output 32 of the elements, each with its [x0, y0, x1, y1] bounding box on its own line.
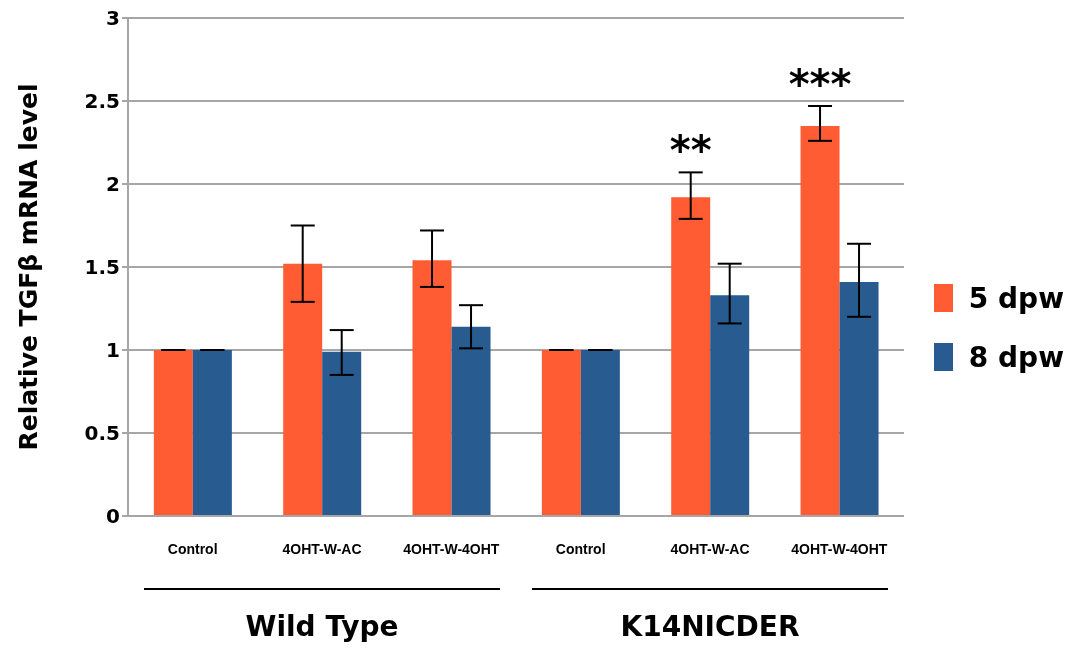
x-tick-label: Control: [167, 541, 218, 557]
x-tick-label: 4OHT-W-4OHT: [791, 541, 888, 557]
text: K14NICDER: [619, 610, 801, 643]
y-tick-label: 0: [106, 504, 120, 529]
y-tick-label: 3: [106, 6, 120, 31]
y-tick-label: 2: [106, 172, 120, 197]
x-tick-label: 4OHT-W-AC: [282, 541, 362, 557]
text: Wild Type: [244, 610, 400, 643]
y-tick-label: 1: [106, 338, 120, 363]
y-tick-label: 0.5: [84, 421, 120, 446]
bar: [839, 281, 879, 516]
bar: [283, 263, 323, 516]
bar: [541, 350, 581, 516]
data-label: **: [669, 127, 712, 174]
bar: [800, 125, 840, 516]
bar: [192, 350, 232, 516]
y-axis-title: Relative TGFβ mRNA level: [13, 83, 43, 451]
data-label: ***: [788, 60, 852, 107]
legend-label: 8 dpw: [968, 340, 1064, 374]
bar: [580, 350, 620, 516]
bar: [412, 260, 452, 516]
legend-label: 5 dpw: [968, 281, 1064, 315]
x-tick-label: Control: [555, 541, 606, 557]
bar: [671, 197, 711, 516]
y-tick-label: 2.5: [84, 89, 120, 114]
x-tick-label: 4OHT-W-4OHT: [403, 541, 500, 557]
bar: [710, 295, 750, 516]
bar: [153, 350, 193, 516]
y-tick-label: 1.5: [84, 255, 120, 280]
bar: [322, 351, 362, 516]
x-tick-label: 4OHT-W-AC: [670, 541, 750, 557]
bar: [451, 326, 491, 516]
